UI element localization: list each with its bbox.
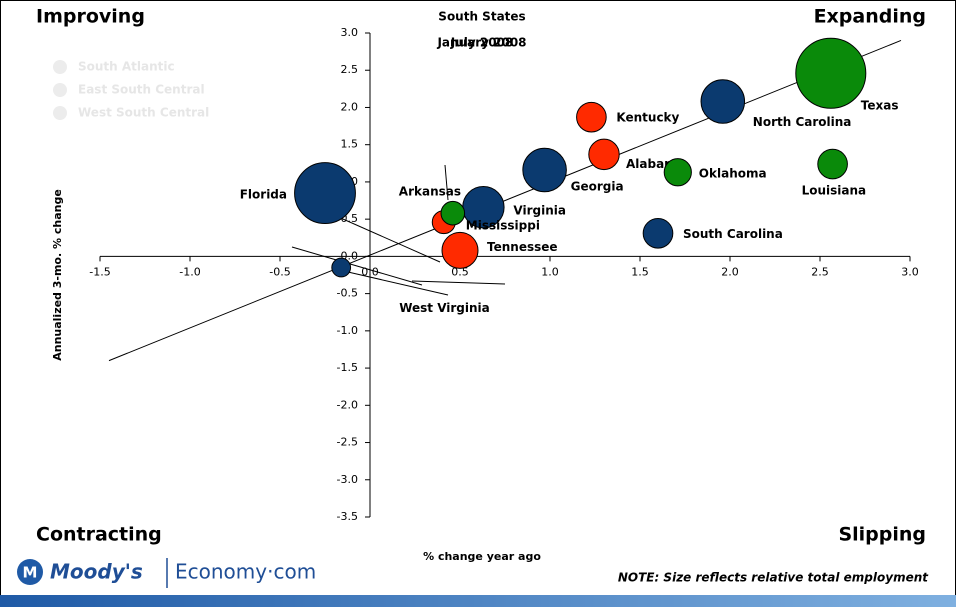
y-tick-label: 3.0 — [341, 26, 359, 39]
bubble — [817, 148, 848, 180]
bubble — [588, 138, 620, 171]
x-tick-label: -1.5 — [89, 265, 110, 278]
logo-icon — [17, 559, 43, 585]
logo-icon-text: M — [23, 564, 38, 582]
y-tick-label: 1.5 — [341, 138, 359, 151]
x-tick-label: 1.5 — [631, 265, 649, 278]
bubble-label: Virginia — [513, 204, 566, 218]
x-tick-label: 3.0 — [901, 265, 919, 278]
bubble — [700, 79, 746, 124]
x-tick-label: -1.0 — [179, 265, 200, 278]
bubble-label: West Virginia — [399, 301, 490, 315]
bubble — [522, 147, 567, 193]
bubble-label: Texas — [861, 99, 899, 113]
logo-site: Economy·com — [175, 560, 316, 584]
logo-brand: Moody's — [50, 560, 143, 584]
bubble-label: Mississippi — [466, 219, 540, 233]
bubble-label: Arkansas — [399, 185, 461, 199]
x-tick-label: 2.5 — [811, 265, 829, 278]
bubble — [576, 101, 607, 133]
legend-swatch — [53, 60, 67, 74]
bubble — [663, 158, 692, 187]
legend-label: West South Central — [78, 106, 209, 120]
y-tick-label: -3.0 — [337, 473, 358, 486]
y-tick-label: -0.5 — [337, 287, 358, 300]
legend-label: East South Central — [78, 83, 205, 97]
bubble-label: North Carolina — [753, 115, 852, 129]
chart-title: South States — [438, 10, 525, 24]
trend-line — [108, 39, 902, 362]
bubble — [642, 217, 674, 249]
chart-subtitle: January 2008 — [436, 36, 526, 50]
bubble-label: Oklahoma — [699, 167, 767, 181]
y-tick-label: -2.5 — [337, 436, 358, 449]
legend-swatch — [53, 83, 67, 97]
note: NOTE: Size reflects relative total emplo… — [618, 571, 929, 585]
y-tick-label: 2.5 — [341, 63, 359, 76]
bubble — [331, 257, 352, 278]
y-tick-label: -2.0 — [337, 398, 358, 411]
y-tick-label: -1.5 — [337, 361, 358, 374]
legend-label: South Atlantic — [78, 60, 175, 74]
x-tick-label: -0.5 — [269, 265, 290, 278]
y-axis-label: Annualized 3-mo. % change — [51, 189, 64, 361]
bubble-label: Florida — [240, 188, 287, 202]
bubble-label: Louisiana — [802, 184, 867, 198]
bubble — [294, 162, 356, 225]
bubble-label: Tennessee — [487, 240, 558, 254]
x-tick-label: 0.0 — [361, 265, 379, 278]
quadrant-label: Slipping — [838, 524, 926, 546]
y-tick-label: -1.0 — [337, 324, 358, 337]
leader-line — [411, 280, 506, 285]
bubble — [795, 37, 867, 109]
y-tick-label: -3.5 — [337, 510, 358, 523]
x-axis-label: % change year ago — [423, 550, 541, 563]
leader-line — [291, 246, 423, 286]
bubble-label: Kentucky — [616, 111, 679, 125]
leader-line — [444, 164, 449, 201]
leader-line — [347, 271, 449, 296]
x-tick-label: 2.0 — [721, 265, 739, 278]
bubble — [440, 200, 466, 226]
footer-band — [0, 595, 956, 607]
chart-subtitle: July 2008 — [450, 36, 514, 50]
y-tick-label: 2.0 — [341, 100, 359, 113]
quadrant-label: Expanding — [814, 6, 926, 28]
legend-swatch — [53, 106, 67, 120]
x-tick-label: 1.0 — [541, 265, 559, 278]
x-tick-label: 0.5 — [451, 265, 469, 278]
quadrant-label: Contracting — [36, 524, 162, 546]
bubble-label: South Carolina — [683, 227, 783, 241]
quadrant-label: Improving — [36, 6, 145, 28]
bubble — [441, 231, 479, 269]
bubble-label: Georgia — [571, 180, 624, 194]
